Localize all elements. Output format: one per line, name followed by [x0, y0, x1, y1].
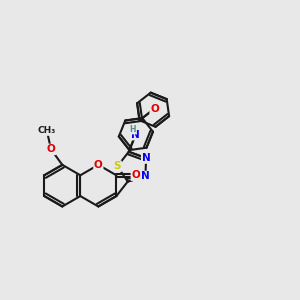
Text: O: O: [150, 103, 159, 114]
Text: O: O: [94, 160, 103, 170]
Text: N: N: [141, 172, 150, 182]
Text: S: S: [114, 161, 121, 171]
Text: N: N: [142, 153, 151, 163]
Text: O: O: [46, 144, 56, 154]
Text: N: N: [131, 130, 140, 140]
Text: CH₃: CH₃: [38, 126, 56, 135]
Text: O: O: [131, 170, 140, 180]
Text: H: H: [129, 125, 136, 134]
